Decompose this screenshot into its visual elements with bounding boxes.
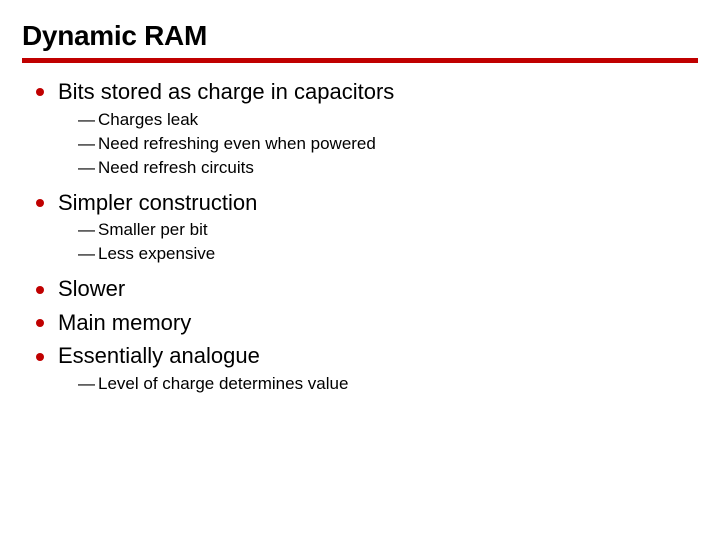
sub-list: —Charges leak —Need refreshing even when… [58,109,698,180]
list-item-text: Essentially analogue [58,343,260,368]
list-item-text: Slower [58,276,125,301]
sub-list: —Smaller per bit —Less expensive [58,219,698,266]
dash-icon: — [78,373,95,396]
list-item: Slower [36,274,698,304]
list-item: Bits stored as charge in capacitors —Cha… [36,77,698,180]
list-item-text: Bits stored as charge in capacitors [58,79,394,104]
bullet-list: Bits stored as charge in capacitors —Cha… [22,77,698,396]
sub-list-item: —Level of charge determines value [78,373,698,396]
list-item: Essentially analogue —Level of charge de… [36,341,698,396]
dash-icon: — [78,243,95,266]
slide-title: Dynamic RAM [22,20,698,63]
list-item-text: Simpler construction [58,190,257,215]
sub-list-item-text: Charges leak [98,110,198,129]
slide: Dynamic RAM Bits stored as charge in cap… [0,0,720,540]
dash-icon: — [78,109,95,132]
sub-list-item: —Need refresh circuits [78,157,698,180]
sub-list-item-text: Less expensive [98,244,215,263]
sub-list-item-text: Smaller per bit [98,220,208,239]
sub-list-item: —Need refreshing even when powered [78,133,698,156]
list-item: Main memory [36,308,698,338]
list-item-text: Main memory [58,310,191,335]
sub-list-item: —Less expensive [78,243,698,266]
sub-list-item-text: Level of charge determines value [98,374,348,393]
sub-list-item: —Smaller per bit [78,219,698,242]
sub-list: —Level of charge determines value [58,373,698,396]
sub-list-item-text: Need refreshing even when powered [98,134,376,153]
sub-list-item: —Charges leak [78,109,698,132]
sub-list-item-text: Need refresh circuits [98,158,254,177]
list-item: Simpler construction —Smaller per bit —L… [36,188,698,267]
dash-icon: — [78,219,95,242]
dash-icon: — [78,157,95,180]
dash-icon: — [78,133,95,156]
